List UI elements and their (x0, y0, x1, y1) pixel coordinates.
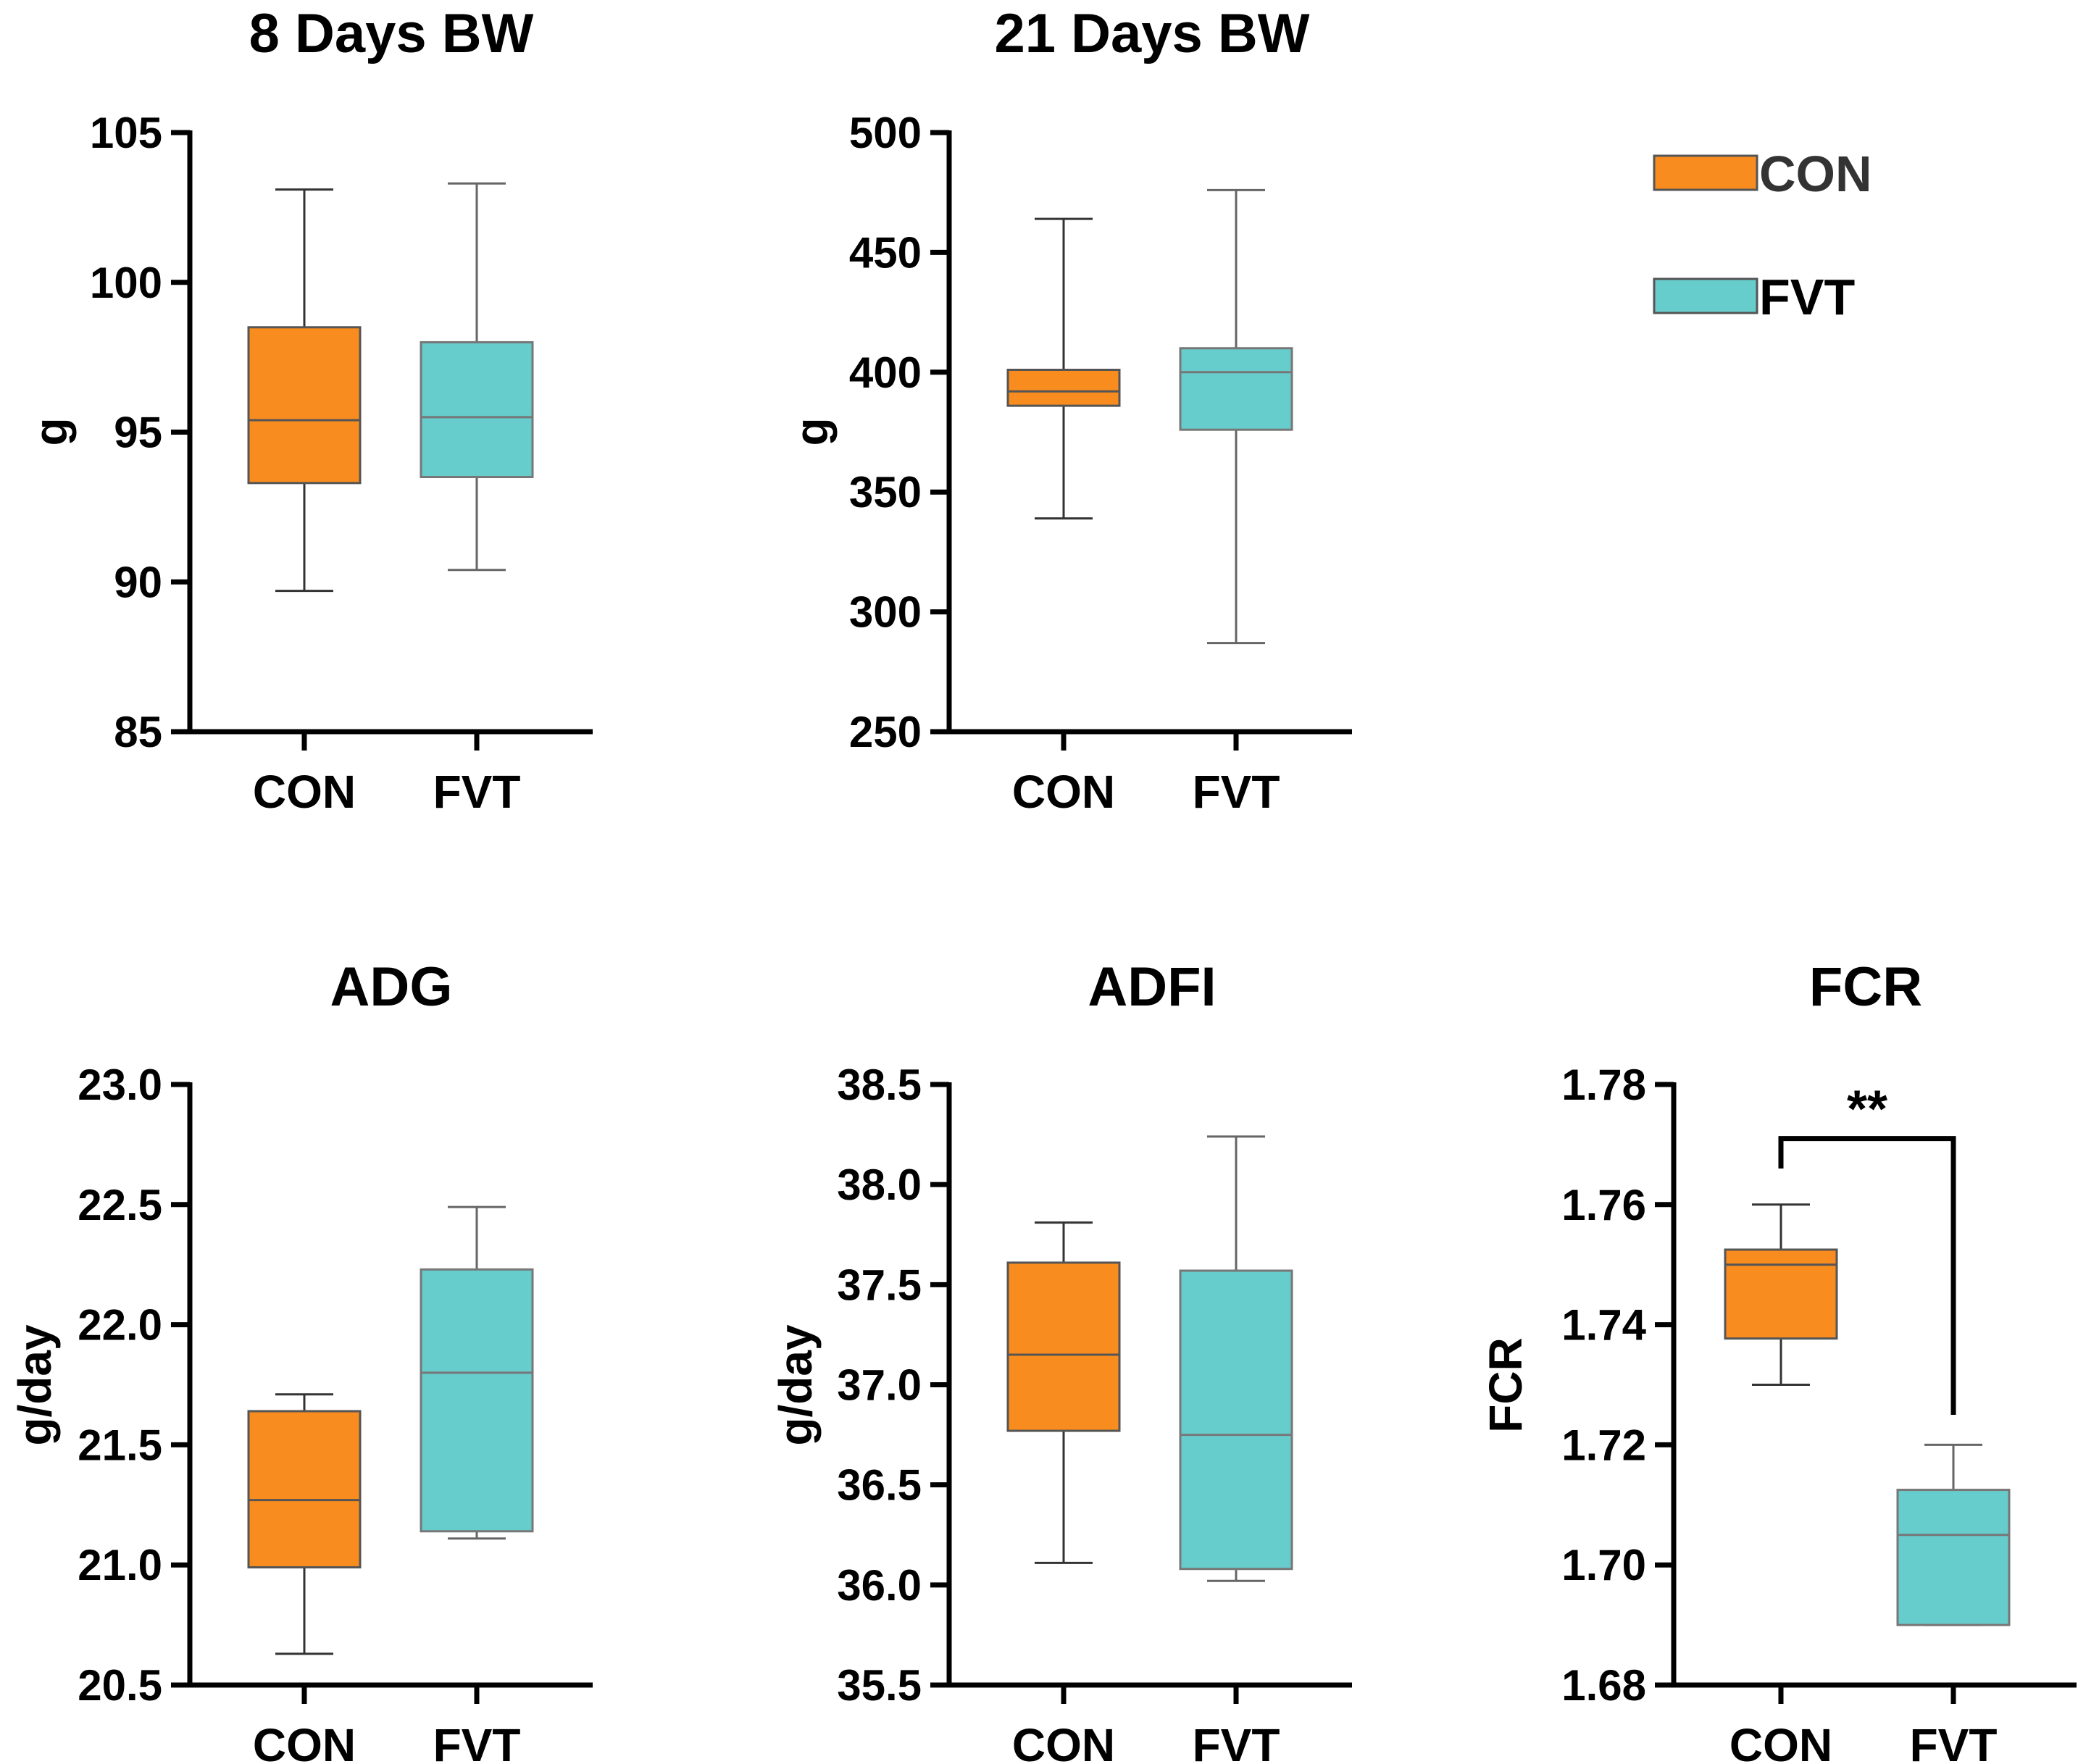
box-con (247, 1410, 362, 1569)
panel-adg: ADG g/day 20.5 21.0 21.5 22.0 22.5 23.0 CON FVT (9, 956, 593, 1764)
y-axis-label: FCR (1480, 1337, 1532, 1433)
y-tick-label: 1.68 (1561, 1661, 1646, 1710)
x-tick-label: FVT (433, 1719, 521, 1764)
box-con (1006, 1261, 1121, 1432)
y-tick-label: 95 (114, 409, 162, 457)
y-tick-label: 1.78 (1561, 1061, 1646, 1109)
x-tick-label: CON (1012, 1719, 1115, 1764)
y-tick-label: 300 (849, 588, 922, 637)
y-axis-label: g (785, 417, 838, 446)
y-tick-label: 105 (90, 109, 162, 157)
chart-title: ADFI (1088, 956, 1216, 1018)
x-tick-label: CON (1012, 766, 1115, 818)
x-tick-label: CON (1729, 1719, 1832, 1764)
y-tick-label: 450 (849, 228, 922, 277)
panel-adfi: ADFI g/day 35.5 36.0 36.5 37.0 37.5 38.0 38.5 C… (769, 956, 1352, 1764)
box-fvt (1896, 1489, 2011, 1626)
y-tick-label: 1.74 (1561, 1301, 1646, 1350)
y-tick-label: 85 (114, 708, 162, 756)
box-con (1724, 1248, 1838, 1340)
x-tick-label: FVT (1193, 766, 1280, 818)
y-tick-label: 23.0 (78, 1061, 162, 1109)
y-tick-label: 35.5 (837, 1661, 922, 1710)
box-con (247, 326, 362, 485)
chart-title: FCR (1809, 956, 1922, 1018)
x-tick-label: CON (253, 1719, 356, 1764)
box-fvt (1179, 347, 1293, 431)
y-tick-label: 37.5 (837, 1261, 922, 1309)
y-tick-label: 22.0 (78, 1301, 162, 1350)
y-tick-label: 20.5 (78, 1661, 162, 1710)
legend-swatch-con (1653, 154, 1758, 191)
y-tick-label: 90 (114, 558, 162, 606)
y-tick-label: 1.76 (1561, 1181, 1646, 1229)
legend-label-fvt: FVT (1759, 269, 1855, 325)
y-tick-label: 100 (90, 259, 162, 307)
x-tick-label: FVT (1910, 1719, 1998, 1764)
y-tick-label: 1.70 (1561, 1541, 1646, 1589)
y-tick-label: 22.5 (78, 1181, 162, 1229)
x-tick-label: FVT (433, 766, 521, 818)
y-tick-label: 38.0 (837, 1161, 922, 1209)
y-tick-label: 36.0 (837, 1561, 922, 1610)
y-axis-label: g/day (769, 1324, 822, 1446)
y-axis-label: g (25, 417, 77, 446)
legend-label-con: CON (1759, 146, 1872, 202)
chart-title: 21 Days BW (994, 3, 1309, 64)
box-con (1006, 368, 1121, 407)
significance-label: ** (1847, 1081, 1887, 1139)
chart-title: 8 Days BW (249, 3, 534, 64)
y-tick-label: 37.0 (837, 1361, 922, 1410)
y-axis-label: g/day (9, 1324, 61, 1446)
x-tick-label: CON (253, 766, 356, 818)
y-tick-label: 38.5 (837, 1061, 922, 1109)
legend: CON FVT (1653, 146, 1872, 325)
y-tick-label: 21.5 (78, 1421, 162, 1469)
y-tick-label: 36.5 (837, 1461, 922, 1510)
panel-21-days-bw: 21 Days BW g 250 300 350 400 450 500 CON FVT (785, 3, 1352, 818)
legend-swatch-fvt (1653, 277, 1758, 314)
y-tick-label: 1.72 (1561, 1421, 1646, 1469)
y-tick-label: 250 (849, 708, 922, 756)
box-fvt (1179, 1269, 1293, 1571)
chart-title: ADG (330, 956, 453, 1018)
panel-8-days-bw: 8 Days BW g 85 90 95 100 105 CON FVT (25, 3, 593, 818)
panel-fcr: FCR FCR 1.68 1.70 1.72 1.74 1.76 1.78 CON FVT ** (1480, 956, 2077, 1764)
box-fvt (420, 340, 534, 479)
significance-bracket (1778, 1136, 1956, 1415)
y-tick-label: 350 (849, 468, 922, 517)
y-tick-label: 500 (849, 109, 922, 157)
box-fvt (420, 1268, 534, 1533)
y-tick-label: 21.0 (78, 1541, 162, 1589)
y-tick-label: 400 (849, 348, 922, 397)
x-tick-label: FVT (1193, 1719, 1280, 1764)
